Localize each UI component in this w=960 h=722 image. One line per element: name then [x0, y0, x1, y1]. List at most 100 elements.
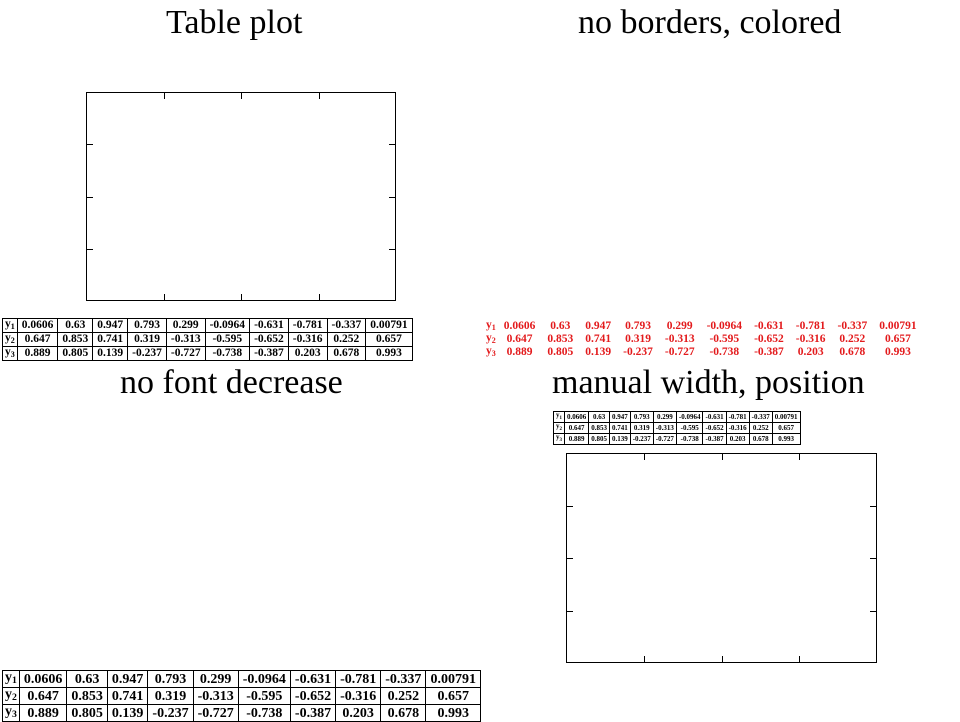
row-label: y2	[484, 332, 498, 346]
table-row: y3 0.889 0.805 0.139 -0.237 -0.727 -0.738 -0.38…	[2, 704, 481, 722]
table-cell: 0.252	[748, 422, 773, 434]
table-cell: 0.63	[550, 320, 571, 332]
x-tick-top	[799, 453, 800, 460]
table-cell: -0.0964	[237, 670, 291, 688]
x-tick-top	[319, 92, 320, 99]
table-cell: 0.299	[192, 670, 239, 688]
panel-1-data-table: y1 0.0606 0.63 0.947 0.793 0.299 -0.0964 -0.631…	[2, 318, 413, 361]
x-tick-bottom	[164, 294, 165, 301]
table-cell: 0.203	[797, 346, 824, 358]
row-label: y3	[484, 345, 498, 359]
table-cell: 0.741	[585, 333, 612, 345]
row-label-text: y	[486, 319, 492, 331]
table-cell: 0.647	[506, 333, 533, 345]
row-label-text: y	[5, 704, 12, 719]
table-cell: 0.853	[588, 422, 610, 434]
table-cell: -0.387	[702, 433, 727, 445]
table-cell: -0.237	[623, 346, 653, 358]
panel-3-title: no font decrease	[120, 364, 343, 401]
table-cell: 0.853	[66, 687, 108, 705]
table-cell: 0.252	[380, 687, 427, 705]
table-cell: -0.316	[725, 422, 750, 434]
y-tick-left	[86, 144, 93, 145]
y-tick-right	[870, 558, 877, 559]
table-cell: 0.993	[884, 346, 911, 358]
table-cell: 0.793	[127, 318, 167, 333]
table-cell: 0.805	[57, 346, 94, 361]
row-label-text: y	[5, 318, 11, 330]
table-cell: 0.139	[106, 704, 149, 722]
table-cell: -0.337	[748, 411, 773, 423]
table-row: y2 0.647 0.853 0.741 0.319 -0.313 -0.595 -0.652…	[2, 687, 481, 705]
table-cell: 0.657	[425, 687, 481, 705]
table-cell: -0.631	[289, 670, 337, 688]
table-cell: 0.741	[106, 687, 149, 705]
table-cell: 0.63	[588, 411, 610, 423]
table-cell: 0.947	[92, 318, 129, 333]
table-cell: 0.889	[18, 704, 68, 722]
table-cell: -0.313	[664, 333, 695, 345]
row-label: y1	[2, 670, 20, 688]
table-cell: -0.316	[795, 333, 826, 345]
table-cell: -0.337	[380, 670, 427, 688]
x-tick-bottom	[241, 294, 242, 301]
table-cell: -0.652	[249, 332, 289, 347]
table-cell: -0.387	[289, 704, 337, 722]
table-row: y3 0.889 0.805 0.139 -0.237 -0.727 -0.738 -0.38…	[2, 346, 413, 361]
table-cell: -0.237	[629, 433, 654, 445]
row-label-subscript: 2	[10, 336, 15, 345]
table-row: y2 0.647 0.853 0.741 0.319 -0.313 -0.595 -0.652…	[2, 332, 413, 347]
panel-1-plot-frame	[86, 92, 396, 301]
table-cell: -0.631	[249, 318, 289, 333]
table-cell: 0.678	[326, 346, 367, 361]
table-cell: -0.595	[709, 333, 740, 345]
table-cell: 0.299	[652, 411, 677, 423]
row-label-subscript: 1	[10, 322, 15, 331]
row-label-text: y	[5, 687, 12, 702]
table-cell: 0.00791	[879, 320, 917, 332]
table-cell: -0.387	[249, 346, 289, 361]
table-cell: 0.657	[771, 422, 801, 434]
row-label: y3	[2, 346, 18, 361]
table-cell: 0.00791	[425, 670, 481, 688]
table-cell: 0.793	[629, 411, 654, 423]
table-cell: 0.889	[506, 346, 533, 358]
table-cell: 0.993	[425, 704, 481, 722]
table-cell: -0.727	[165, 346, 206, 361]
x-tick-top	[722, 453, 723, 460]
table-cell: 0.0606	[16, 318, 59, 333]
x-tick-bottom	[722, 656, 723, 663]
table-cell: 0.63	[66, 670, 108, 688]
y-tick-left	[566, 558, 573, 559]
table-cell: 0.678	[748, 433, 773, 445]
table-row: y1 0.0606 0.63 0.947 0.793 0.299 -0.0964 -0.631…	[553, 411, 801, 423]
table-cell: 0.0606	[503, 320, 536, 332]
x-tick-bottom	[644, 656, 645, 663]
table-row: y1 0.0606 0.63 0.947 0.793 0.299 -0.0964 -0.631…	[484, 319, 923, 333]
x-tick-bottom	[799, 656, 800, 663]
x-tick-top	[644, 453, 645, 460]
table-cell: -0.595	[237, 687, 291, 705]
table-cell: 0.647	[563, 422, 590, 434]
row-label: y2	[553, 422, 565, 434]
table-cell: 0.853	[57, 332, 94, 347]
table-cell: 0.947	[608, 411, 631, 423]
row-label: y1	[484, 319, 498, 333]
table-cell: 0.947	[106, 670, 149, 688]
row-label-text: y	[486, 345, 492, 357]
table-cell: 0.0606	[563, 411, 590, 423]
y-tick-right	[389, 249, 396, 250]
table-cell: 0.793	[147, 670, 194, 688]
table-cell: 0.889	[16, 346, 59, 361]
table-cell: -0.337	[326, 318, 367, 333]
table-cell: -0.316	[335, 687, 382, 705]
table-cell: 0.657	[884, 333, 911, 345]
row-label-text: y	[5, 332, 11, 344]
table-cell: 0.139	[92, 346, 129, 361]
table-cell: 0.139	[585, 346, 612, 358]
row-label: y2	[2, 687, 20, 705]
table-cell: -0.727	[664, 346, 695, 358]
table-cell: 0.252	[839, 333, 866, 345]
table-cell: 0.993	[771, 433, 801, 445]
table-cell: 0.947	[585, 320, 612, 332]
